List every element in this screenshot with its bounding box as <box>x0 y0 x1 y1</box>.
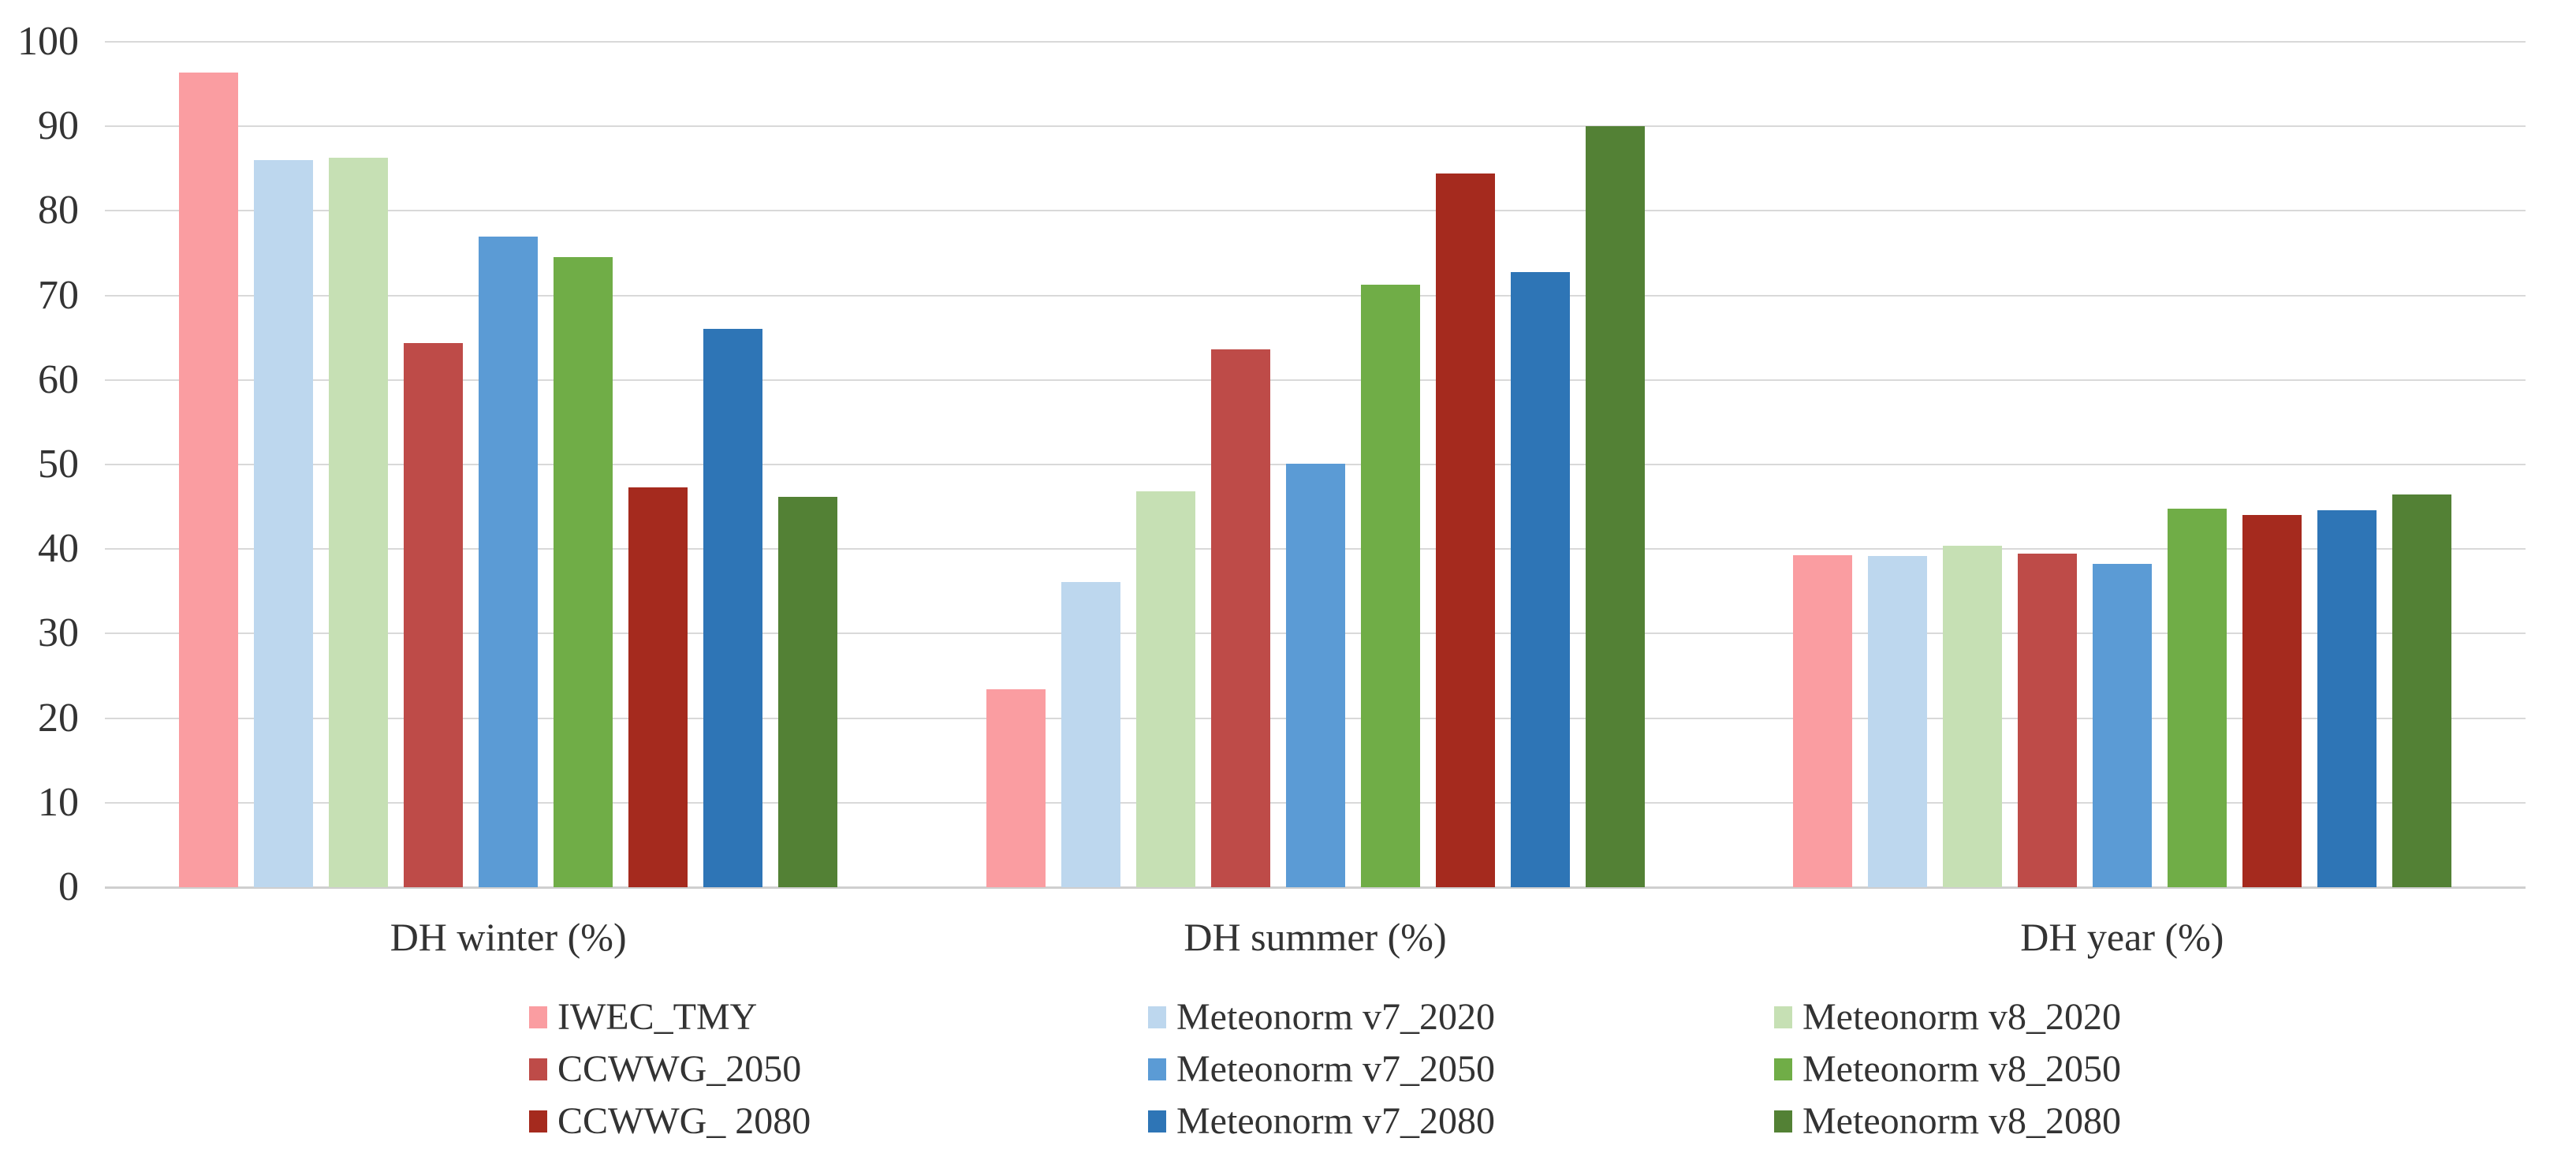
legend-item-ccwwg-2080: CCWWG_ 2080 <box>529 1099 811 1144</box>
legend-item-meteonorm-v7-2050: Meteonorm v7_2050 <box>1148 1047 1495 1091</box>
legend-swatch-meteonorm-v8-2080 <box>1774 1110 1792 1132</box>
y-axis-tick-label-90: 90 <box>38 103 79 149</box>
bar-meteonorm-v7-2080-dh-year <box>2317 509 2377 887</box>
bar-ccwwg-2080-dh-summer <box>1435 174 1495 887</box>
bar-meteonorm-v7-2020-dh-year <box>1867 555 1927 887</box>
bar-meteonorm-v8-2080-dh-year <box>2391 494 2451 887</box>
gridline-90 <box>105 125 2526 128</box>
y-axis-tick-label-70: 70 <box>38 272 79 318</box>
bar-iwec-tmy-dh-year <box>1792 554 1852 887</box>
bar-meteonorm-v8-2080-dh-summer <box>1585 126 1645 887</box>
bar-ccwwg-2050-dh-year <box>2017 553 2077 887</box>
y-axis-tick-label-20: 20 <box>38 695 79 741</box>
legend-label-ccwwg-2050: CCWWG_2050 <box>557 1048 802 1090</box>
y-axis-tick-label-100: 100 <box>17 19 79 64</box>
bar-meteonorm-v8-2050-dh-year <box>2167 508 2227 887</box>
legend-label-meteonorm-v7-2020: Meteonorm v7_2020 <box>1176 996 1495 1038</box>
bar-iwec-tmy-dh-winter <box>179 72 239 887</box>
legend-label-ccwwg-2080: CCWWG_ 2080 <box>557 1100 811 1142</box>
bar-ccwwg-2080-dh-year <box>2242 515 2302 887</box>
bar-meteonorm-v7-2050-dh-summer <box>1285 463 1345 887</box>
bar-iwec-tmy-dh-summer <box>986 689 1046 887</box>
bar-ccwwg-2080-dh-winter <box>628 487 688 887</box>
gridline-80 <box>105 210 2526 212</box>
bar-ccwwg-2050-dh-winter <box>404 342 464 887</box>
legend-swatch-iwec-tmy <box>529 1006 547 1028</box>
y-axis-tick-label-80: 80 <box>38 188 79 233</box>
gridline-60 <box>105 379 2526 381</box>
bar-meteonorm-v7-2020-dh-summer <box>1061 582 1120 887</box>
category-label-dh-winter: DH winter (%) <box>390 915 627 959</box>
bar-meteonorm-v7-2080-dh-winter <box>703 329 763 887</box>
legend-item-meteonorm-v7-2080: Meteonorm v7_2080 <box>1148 1099 1495 1144</box>
bar-ccwwg-2050-dh-summer <box>1210 349 1270 887</box>
bar-meteonorm-v8-2020-dh-summer <box>1135 491 1195 887</box>
y-axis-tick-label-40: 40 <box>38 526 79 572</box>
legend-label-meteonorm-v8-2020: Meteonorm v8_2020 <box>1802 996 2121 1038</box>
bar-meteonorm-v8-2020-dh-year <box>1942 545 2002 887</box>
legend-swatch-ccwwg-2080 <box>529 1110 547 1132</box>
legend-item-iwec-tmy: IWEC_TMY <box>529 995 757 1039</box>
y-axis-tick-label-60: 60 <box>38 356 79 402</box>
bar-meteonorm-v7-2080-dh-summer <box>1510 271 1570 887</box>
legend-item-meteonorm-v8-2020: Meteonorm v8_2020 <box>1774 995 2121 1039</box>
legend-item-ccwwg-2050: CCWWG_2050 <box>529 1047 801 1091</box>
legend-swatch-meteonorm-v8-2020 <box>1774 1006 1792 1028</box>
legend-label-meteonorm-v8-2080: Meteonorm v8_2080 <box>1802 1100 2121 1142</box>
gridline-70 <box>105 294 2526 297</box>
legend-item-meteonorm-v7-2020: Meteonorm v7_2020 <box>1148 995 1495 1039</box>
bar-meteonorm-v7-2050-dh-year <box>2092 564 2152 887</box>
legend-swatch-meteonorm-v7-2050 <box>1148 1058 1166 1080</box>
category-label-dh-summer: DH summer (%) <box>1184 915 1447 959</box>
legend-item-meteonorm-v8-2080: Meteonorm v8_2080 <box>1774 1099 2121 1144</box>
legend-swatch-meteonorm-v7-2020 <box>1148 1006 1166 1028</box>
bar-meteonorm-v7-2020-dh-winter <box>254 160 314 887</box>
legend-swatch-ccwwg-2050 <box>529 1058 547 1080</box>
y-axis-tick-label-10: 10 <box>38 779 79 825</box>
legend-swatch-meteonorm-v7-2080 <box>1148 1110 1166 1132</box>
legend-label-meteonorm-v8-2050: Meteonorm v8_2050 <box>1802 1048 2121 1090</box>
legend-label-meteonorm-v7-2080: Meteonorm v7_2080 <box>1176 1100 1495 1142</box>
legend-item-meteonorm-v8-2050: Meteonorm v8_2050 <box>1774 1047 2121 1091</box>
bar-meteonorm-v8-2020-dh-winter <box>329 157 389 887</box>
bar-meteonorm-v7-2050-dh-winter <box>479 236 539 887</box>
x-axis-line <box>105 886 2526 889</box>
y-axis-tick-label-50: 50 <box>38 442 79 487</box>
bar-meteonorm-v8-2080-dh-winter <box>778 496 838 887</box>
y-axis-tick-label-0: 0 <box>58 864 79 909</box>
category-label-dh-year: DH year (%) <box>2020 915 2224 959</box>
legend-swatch-meteonorm-v8-2050 <box>1774 1058 1792 1080</box>
gridline-100 <box>105 41 2526 43</box>
y-axis-tick-label-30: 30 <box>38 610 79 656</box>
bar-meteonorm-v8-2050-dh-winter <box>554 257 613 887</box>
legend-label-iwec-tmy: IWEC_TMY <box>557 996 758 1038</box>
legend-label-meteonorm-v7-2050: Meteonorm v7_2050 <box>1176 1048 1495 1090</box>
bar-meteonorm-v8-2050-dh-summer <box>1360 284 1420 887</box>
